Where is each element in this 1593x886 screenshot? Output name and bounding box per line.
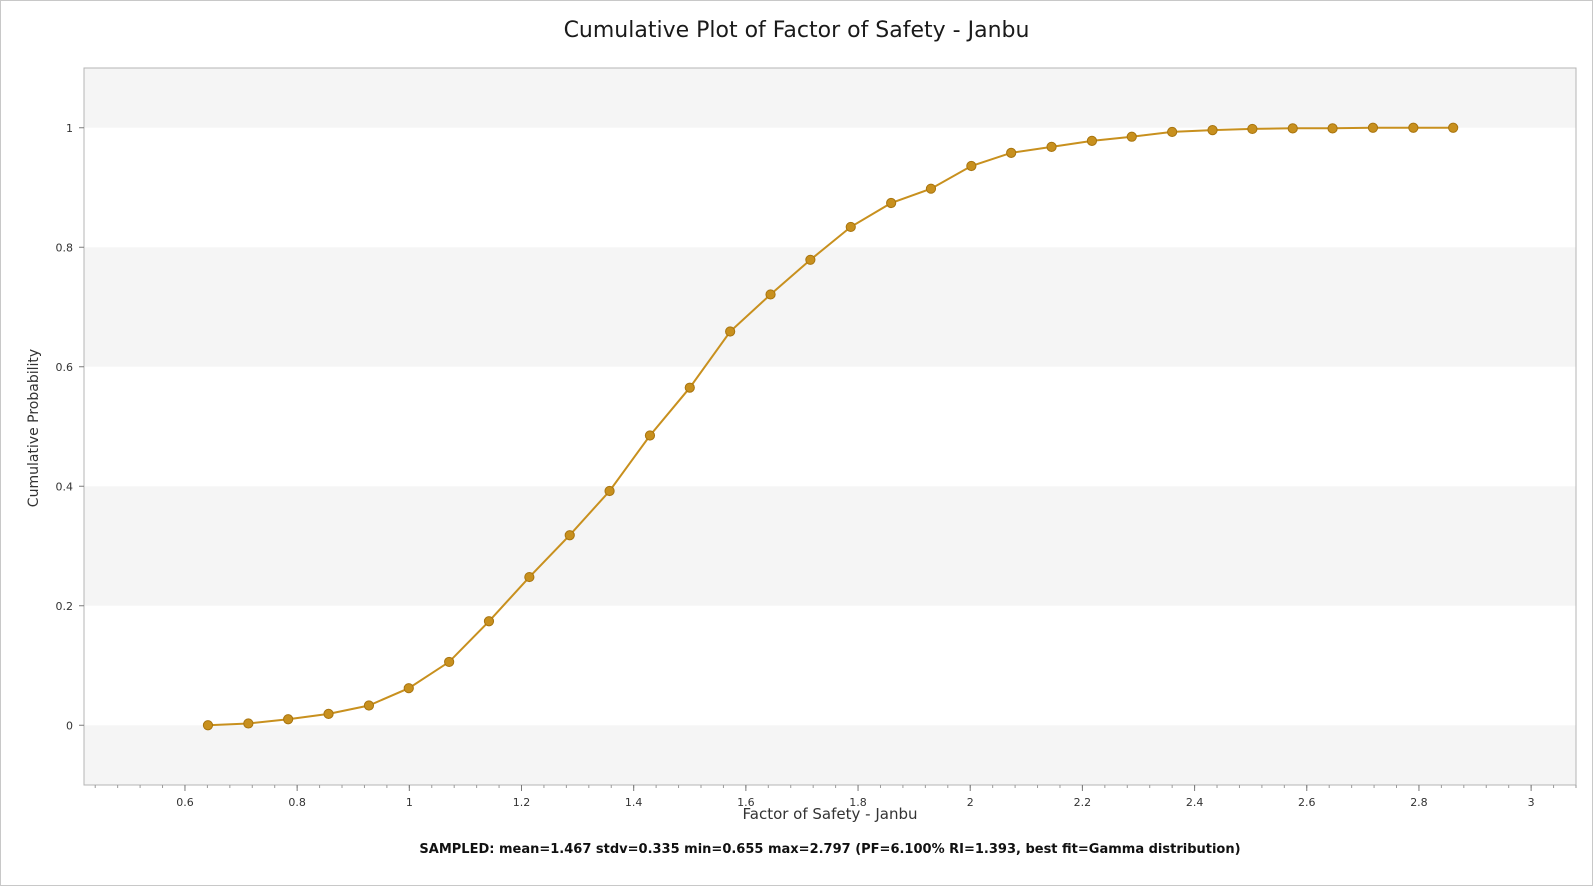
y-tick-label: 1 xyxy=(66,122,73,135)
x-tick-label: 0.6 xyxy=(176,796,194,809)
x-tick-label: 1.2 xyxy=(513,796,531,809)
data-point xyxy=(1327,123,1338,134)
x-tick-label: 0.8 xyxy=(288,796,306,809)
plot-border xyxy=(83,67,1577,786)
y-tick-label: 0.4 xyxy=(56,480,74,493)
data-point xyxy=(684,382,695,393)
y-tick-label: 0 xyxy=(66,719,73,732)
data-point xyxy=(1367,122,1379,133)
y-tick-label: 0.2 xyxy=(56,600,74,613)
x-axis-ticks: 0.6 0.8 1 1.2 1.4 1.6 1.8 2 2.2 2.4 2.6 2.8 3 xyxy=(94,785,1577,809)
data-point xyxy=(1167,126,1178,138)
data-point xyxy=(805,254,816,265)
data-point xyxy=(564,530,575,541)
y-tick-label: 0.8 xyxy=(56,241,74,254)
data-point xyxy=(725,326,736,337)
data-point xyxy=(644,430,656,441)
x-tick-label: 1.4 xyxy=(625,796,643,809)
y-axis-ticks: 0 0.2 0.4 0.6 0.8 1 xyxy=(56,122,84,732)
data-point xyxy=(524,571,535,583)
data-point xyxy=(363,700,375,711)
x-tick-label: 2.6 xyxy=(1298,796,1316,809)
x-tick-label: 2 xyxy=(967,796,974,809)
data-point xyxy=(845,221,856,233)
x-tick-label: 1.6 xyxy=(737,796,755,809)
data-point xyxy=(765,289,776,300)
data-point xyxy=(1448,122,1459,133)
data-point xyxy=(1126,131,1137,142)
sample-statistics: SAMPLED: mean=1.467 stdv=0.335 min=0.655… xyxy=(419,842,1241,857)
background-band xyxy=(84,247,1576,367)
x-axis-label: Factor of Safety - Janbu xyxy=(742,805,918,823)
background-band xyxy=(84,725,1576,785)
data-point xyxy=(283,714,294,725)
background-band xyxy=(84,486,1576,606)
x-tick-label: 3 xyxy=(1528,796,1535,809)
y-axis-label: Cumulative Probability xyxy=(26,348,42,508)
y-tick-label: 0.6 xyxy=(56,361,74,374)
data-point xyxy=(604,485,615,497)
data-point xyxy=(886,197,897,209)
data-point xyxy=(202,720,214,731)
data-point xyxy=(483,616,495,627)
data-point xyxy=(1086,135,1098,146)
x-tick-label: 2.8 xyxy=(1410,796,1428,809)
data-point xyxy=(1408,122,1419,133)
data-point xyxy=(1207,125,1218,136)
data-point xyxy=(1247,123,1258,135)
background-band xyxy=(84,68,1576,128)
x-tick-label: 2.4 xyxy=(1186,796,1204,809)
data-point xyxy=(444,656,455,668)
data-point xyxy=(1006,147,1017,158)
x-tick-label: 1.8 xyxy=(849,796,867,809)
data-point xyxy=(403,683,414,694)
data-point xyxy=(1287,123,1298,134)
chart-title: Cumulative Plot of Factor of Safety - Ja… xyxy=(563,18,1030,43)
x-tick-label: 1 xyxy=(406,796,413,809)
series-line xyxy=(207,126,1454,727)
data-point xyxy=(1046,141,1057,152)
data-point xyxy=(966,160,977,172)
x-tick-label: 2.2 xyxy=(1074,796,1092,809)
data-point xyxy=(925,183,937,194)
series-group xyxy=(202,122,1459,731)
background-bands xyxy=(84,68,1576,785)
data-point xyxy=(243,718,254,729)
data-point xyxy=(323,708,334,719)
